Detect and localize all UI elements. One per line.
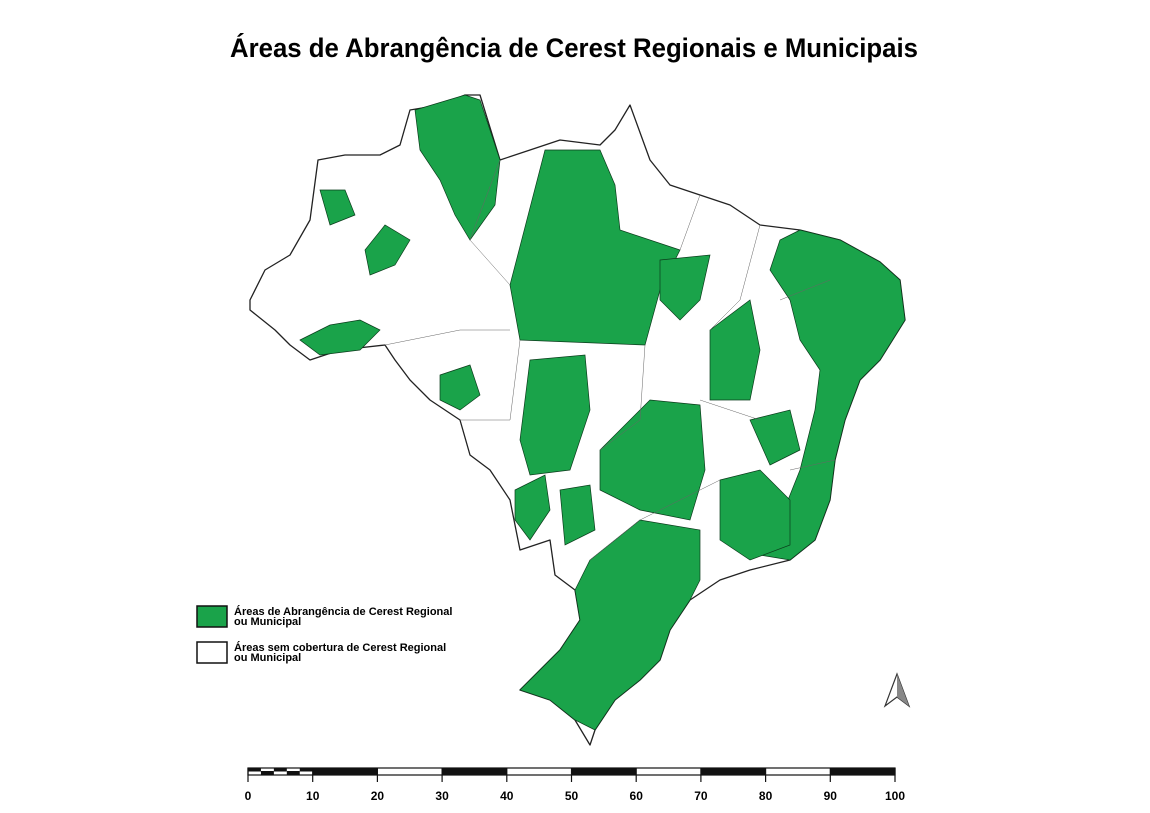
scale-bar-segment <box>273 768 287 772</box>
legend-swatch <box>196 641 228 664</box>
covered-area <box>559 484 596 546</box>
covered-area <box>514 474 551 541</box>
covered-area <box>709 299 761 401</box>
covered-area <box>509 149 681 346</box>
covered-area <box>519 354 591 476</box>
legend-label: ou Municipal <box>234 652 301 664</box>
scale-bar-segment <box>299 768 313 772</box>
scale-bar-label: 40 <box>500 789 514 803</box>
scale-bar-label: 70 <box>694 789 708 803</box>
covered-area <box>439 364 481 411</box>
scale-bar-label: 80 <box>759 789 773 803</box>
scale-bar-label: 20 <box>371 789 385 803</box>
state-boundaries <box>384 159 836 561</box>
legend-label: ou Municipal <box>234 616 301 628</box>
north-arrow <box>883 672 911 708</box>
legend: Áreas de Abrangência de Cerest Regionalo… <box>196 605 452 664</box>
covered-area <box>659 254 711 321</box>
covered-area <box>719 469 791 561</box>
scale-bar-segment <box>260 771 274 775</box>
legend-label: Áreas de Abrangência de Cerest Regional <box>234 605 452 618</box>
covered-area <box>299 319 381 356</box>
scale-bar-segment <box>286 771 300 775</box>
scale-bar-label: 100 <box>885 789 905 803</box>
scale-bar-label: 10 <box>306 789 320 803</box>
scale-bar-segment <box>312 768 378 775</box>
covered-area <box>519 519 701 731</box>
scale-bar-segment <box>442 768 507 775</box>
covered-area <box>364 224 411 276</box>
covered-area <box>749 409 801 466</box>
map-title: Áreas de Abrangência de Cerest Regionais… <box>230 32 918 63</box>
scale-bar-segment <box>248 768 261 772</box>
scale-bar-label: 0 <box>245 789 252 803</box>
covered-areas <box>299 94 906 731</box>
legend-swatch <box>196 605 228 628</box>
covered-area <box>319 189 356 226</box>
scale-bar-label: 30 <box>435 789 449 803</box>
covered-area <box>759 229 906 561</box>
scale-bar-label: 60 <box>630 789 644 803</box>
legend-label: Áreas sem cobertura de Cerest Regional <box>234 641 446 654</box>
covered-area <box>414 94 501 241</box>
scale-bar-segment <box>571 768 637 775</box>
scale-bar-segment <box>700 768 766 775</box>
scale-bar: 0 10 20 30 40 50 60 70 80 90 100 <box>245 767 905 803</box>
scale-bar-segment <box>830 768 895 775</box>
scale-bar-label: 90 <box>824 789 838 803</box>
scale-bar-label: 50 <box>565 789 579 803</box>
